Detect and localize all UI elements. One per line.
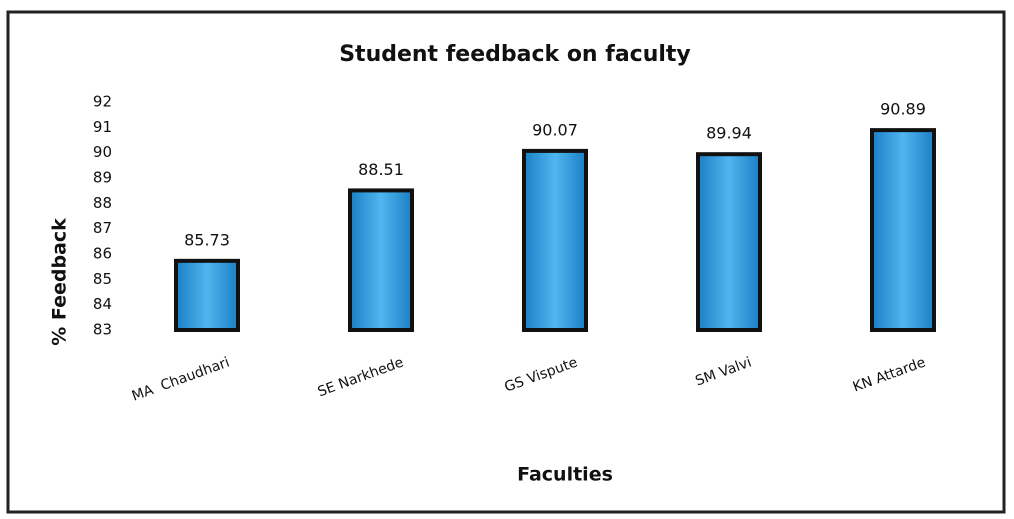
frame — [6, 10, 1006, 514]
y-tick-label: 86 — [93, 245, 112, 263]
y-tick-label: 83 — [93, 321, 112, 339]
x-axis-title: Faculties — [517, 464, 613, 486]
bar — [870, 128, 936, 332]
y-tick-label: 84 — [93, 295, 112, 313]
chart-title: Student feedback on faculty — [339, 42, 691, 67]
y-tick-label: 91 — [93, 118, 112, 136]
y-tick-label: 92 — [93, 93, 112, 111]
bar — [348, 188, 414, 332]
y-tick-label: 85 — [93, 270, 112, 288]
data-label: 89.94 — [706, 124, 752, 143]
bar — [696, 152, 762, 332]
data-label: 90.89 — [880, 100, 926, 119]
y-tick-label: 88 — [93, 194, 112, 212]
y-tick-label: 89 — [93, 169, 112, 187]
data-label: 85.73 — [184, 230, 230, 249]
y-tick-label: 87 — [93, 219, 112, 237]
y-tick-label: 90 — [93, 143, 112, 161]
y-axis-title: % Feedback — [49, 218, 71, 346]
bar — [174, 258, 240, 332]
data-label: 88.51 — [358, 160, 404, 179]
bar — [522, 148, 588, 332]
data-label: 90.07 — [532, 120, 578, 139]
